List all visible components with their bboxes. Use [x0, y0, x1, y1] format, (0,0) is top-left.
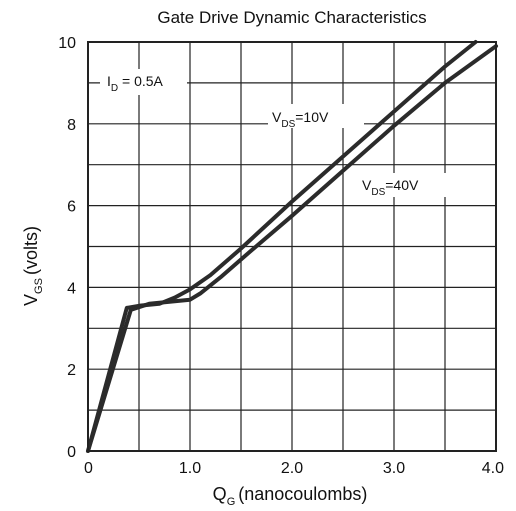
x-tick-label: 4.0	[482, 460, 504, 477]
y-axis-label: VGS (volts)	[21, 226, 45, 306]
annotation-main: I	[107, 73, 111, 89]
y-axis-label-rest: (volts)	[21, 226, 41, 275]
x-axis-label-sub: G	[227, 496, 236, 508]
series-layer	[86, 40, 498, 453]
series-label-main: V	[272, 109, 282, 125]
y-tick-label: 2	[67, 362, 76, 379]
series-line-1	[86, 44, 498, 453]
y-tick-label: 6	[67, 199, 76, 216]
x-axis-label: QG (nanocoulombs)	[213, 484, 368, 508]
series-label-sub: DS	[371, 187, 385, 198]
plot-frame	[87, 41, 497, 452]
chart-title: Gate Drive Dynamic Characteristics	[157, 8, 426, 27]
series-label-rest: =40V	[385, 177, 419, 193]
annotation-sub: D	[111, 83, 118, 94]
x-tick-label: 3.0	[383, 460, 405, 477]
y-axis-label-main: V	[21, 294, 41, 306]
x-tick-label: 2.0	[281, 460, 303, 477]
grid	[88, 42, 496, 451]
series-label-vds-40v: VDS=40V	[362, 177, 419, 198]
series-label-vds-10v: VDS=10V	[272, 109, 329, 130]
annotation-rest: = 0.5A	[118, 73, 163, 89]
annotation-background	[100, 69, 187, 95]
x-axis-label-rest: (nanocoulombs)	[238, 484, 367, 504]
x-tick-label: 1.0	[179, 460, 201, 477]
series-label-sub: DS	[281, 119, 295, 130]
y-tick-label: 8	[67, 117, 76, 134]
x-axis-ticks: 0 1.0 2.0 3.0 4.0	[84, 460, 504, 477]
x-tick-label: 0	[84, 460, 93, 477]
series-label-main: V	[362, 177, 372, 193]
drain-current-annotation: ID = 0.5A	[107, 73, 164, 94]
series-label-background	[358, 173, 454, 197]
series-label-rest: =10V	[295, 109, 329, 125]
y-axis-ticks: 0 2 4 6 8 10	[58, 35, 76, 461]
y-axis-label-sub: GS	[33, 278, 45, 294]
series-label-background	[268, 104, 364, 128]
x-axis-label-main: Q	[213, 484, 227, 504]
y-tick-label: 4	[67, 280, 76, 297]
y-tick-label: 10	[58, 35, 76, 52]
y-tick-label: 0	[67, 444, 76, 461]
